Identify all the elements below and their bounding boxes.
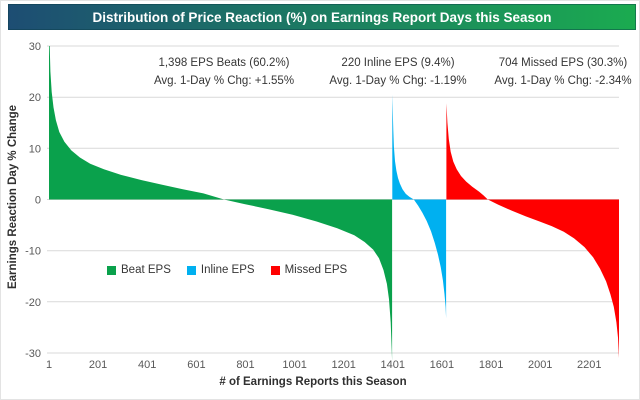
x-axis-title: # of Earnings Reports this Season [219, 376, 407, 388]
x-tick-label: 1001 [282, 359, 306, 371]
series-area-beat-eps [49, 46, 393, 361]
legend-item-beat: Beat EPS [107, 264, 171, 276]
x-tick-label: 1401 [381, 359, 405, 371]
annotation-inline-line1: 220 Inline EPS (9.4%) [341, 57, 455, 69]
x-tick-label: 1 [46, 359, 52, 371]
chart-title: Distribution of Price Reaction (%) on Ea… [92, 9, 552, 25]
x-tick-label: 401 [138, 359, 156, 371]
x-tick-label: 1601 [430, 359, 454, 371]
annotation-beats: 1,398 EPS Beats (60.2%) Avg. 1-Day % Chg… [154, 54, 294, 90]
annotation-missed: 704 Missed EPS (30.3%) Avg. 1-Day % Chg:… [494, 54, 631, 90]
legend-item-missed: Missed EPS [270, 264, 348, 276]
y-axis-title: Earnings Reaction Day % Change [7, 104, 19, 290]
legend-item-inline: Inline EPS [186, 264, 255, 276]
y-tick-label: 20 [29, 92, 41, 104]
annotation-missed-line2: Avg. 1-Day % Chg: -2.34% [494, 75, 632, 87]
y-tick-label: 0 [35, 195, 41, 207]
legend-swatch-inline [186, 265, 196, 275]
annotation-inline: 220 Inline EPS (9.4%) Avg. 1-Day % Chg: … [329, 54, 466, 90]
x-tick-label: 2001 [528, 359, 552, 371]
series-area-missed-eps [446, 103, 619, 359]
annotation-missed-line1: 704 Missed EPS (30.3%) [498, 57, 628, 69]
y-tick-label: -30 [25, 348, 41, 360]
legend-label-inline: Inline EPS [200, 264, 255, 276]
series-area-inline-eps [392, 94, 447, 319]
annotation-inline-line2: Avg. 1-Day % Chg: -1.19% [329, 75, 467, 87]
legend-label-beat: Beat EPS [121, 264, 171, 276]
annotation-beats-line2: Avg. 1-Day % Chg: +1.55% [153, 75, 295, 87]
annotation-beats-line1: 1,398 EPS Beats (60.2%) [158, 57, 290, 69]
chart-title-bar: Distribution of Price Reaction (%) on Ea… [8, 4, 636, 30]
x-tick-label: 1201 [331, 359, 355, 371]
y-tick-label: -10 [25, 246, 41, 258]
x-tick-label: 2201 [577, 359, 601, 371]
y-tick-label: 10 [29, 143, 41, 155]
legend-swatch-beat [107, 265, 116, 275]
x-tick-label: 1801 [479, 359, 503, 371]
x-tick-label: 801 [236, 359, 254, 371]
legend: Beat EPS Inline EPS Missed EPS [107, 264, 347, 276]
x-tick-label: 201 [89, 359, 107, 371]
y-tick-label: 30 [29, 41, 41, 53]
legend-label-missed: Missed EPS [284, 264, 348, 276]
legend-swatch-missed [270, 265, 280, 275]
x-tick-label: 601 [187, 359, 205, 371]
y-tick-label: -20 [25, 297, 41, 309]
